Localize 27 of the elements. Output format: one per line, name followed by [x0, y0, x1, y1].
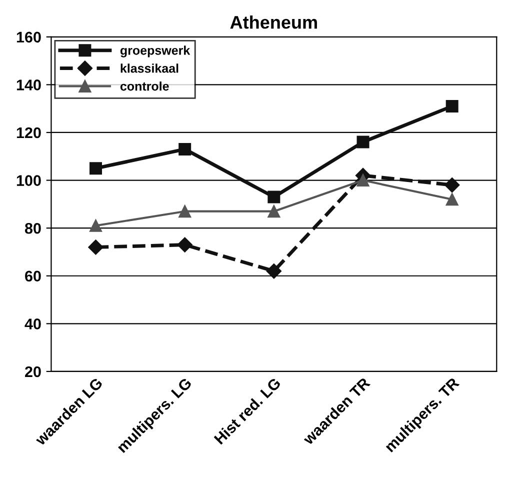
point: [89, 219, 102, 232]
point: [356, 174, 370, 187]
y-tick-label: 80: [24, 222, 41, 234]
point: [268, 190, 280, 204]
point: [178, 205, 192, 218]
point: [178, 142, 192, 156]
legend-label: controle: [120, 82, 169, 91]
y-tick-label: 120: [16, 127, 41, 138]
legend-label: klassikaal: [120, 64, 178, 73]
x-tick-label: Hist red. LG: [213, 376, 282, 445]
point: [444, 177, 460, 193]
point: [266, 264, 282, 279]
chart-title: Atheneum: [230, 15, 317, 29]
y-tick-label: 160: [16, 32, 41, 43]
point: [89, 162, 102, 175]
y-tick-label: 60: [25, 270, 41, 282]
y-tick-label: 40: [24, 318, 41, 330]
point: [356, 136, 370, 148]
y-tick-label: 20: [25, 366, 41, 378]
point: [446, 193, 458, 206]
point: [88, 240, 104, 255]
point: [446, 100, 458, 112]
point: [268, 205, 280, 218]
y-tick-label: 100: [16, 175, 41, 186]
point: [177, 237, 192, 252]
y-tick-label: 140: [16, 80, 41, 90]
legend-label: groepswerk: [120, 46, 190, 58]
